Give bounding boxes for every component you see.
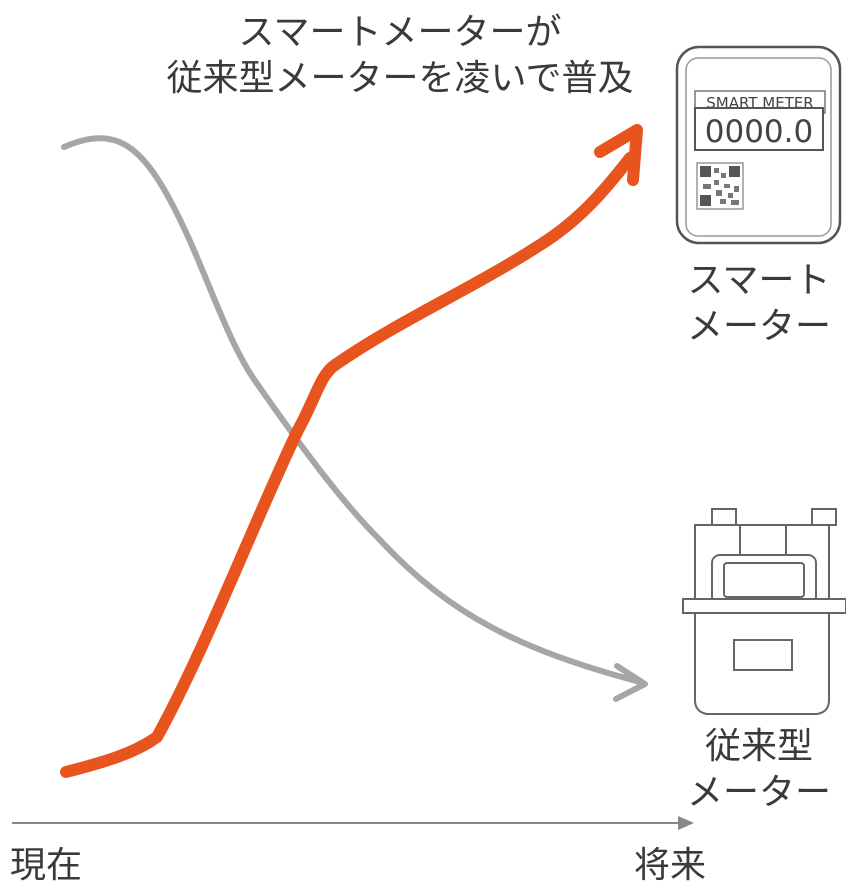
- time-axis-end-label: 将来: [633, 845, 706, 886]
- smart-meter-trend-arrowhead: [594, 124, 643, 186]
- smart-meter-label-line-2: メーター: [686, 306, 831, 347]
- conventional-meter-label-line-2: メーター: [686, 772, 831, 813]
- smart-meter-label: スマート メーター: [672, 258, 846, 350]
- qr-code-icon: [696, 162, 744, 210]
- conventional-meter-label-line-1: 従来型: [704, 726, 813, 767]
- smart-meter-device-reading: 0000.0: [705, 114, 813, 150]
- smart-meter-trend-line: [60, 152, 636, 778]
- conventional-meter-trend-line: [61, 135, 643, 685]
- time-axis-start-label: 現在: [10, 845, 83, 886]
- smart-meter-label-line-1: スマート: [687, 260, 831, 301]
- time-axis-arrowhead: [678, 816, 694, 830]
- gas-meter-icon: [682, 508, 846, 715]
- headline: スマートメーターが 従来型メーターを凌いで普及: [150, 10, 650, 102]
- smart-meter-icon: SMART METER 0000.0: [675, 45, 842, 245]
- headline-line-2: 従来型メーターを凌いで普及: [166, 58, 634, 99]
- conventional-meter-trend-arrowhead: [613, 663, 648, 702]
- headline-line-1: スマートメーターが: [238, 12, 562, 53]
- conventional-meter-label: 従来型 メーター: [672, 724, 846, 816]
